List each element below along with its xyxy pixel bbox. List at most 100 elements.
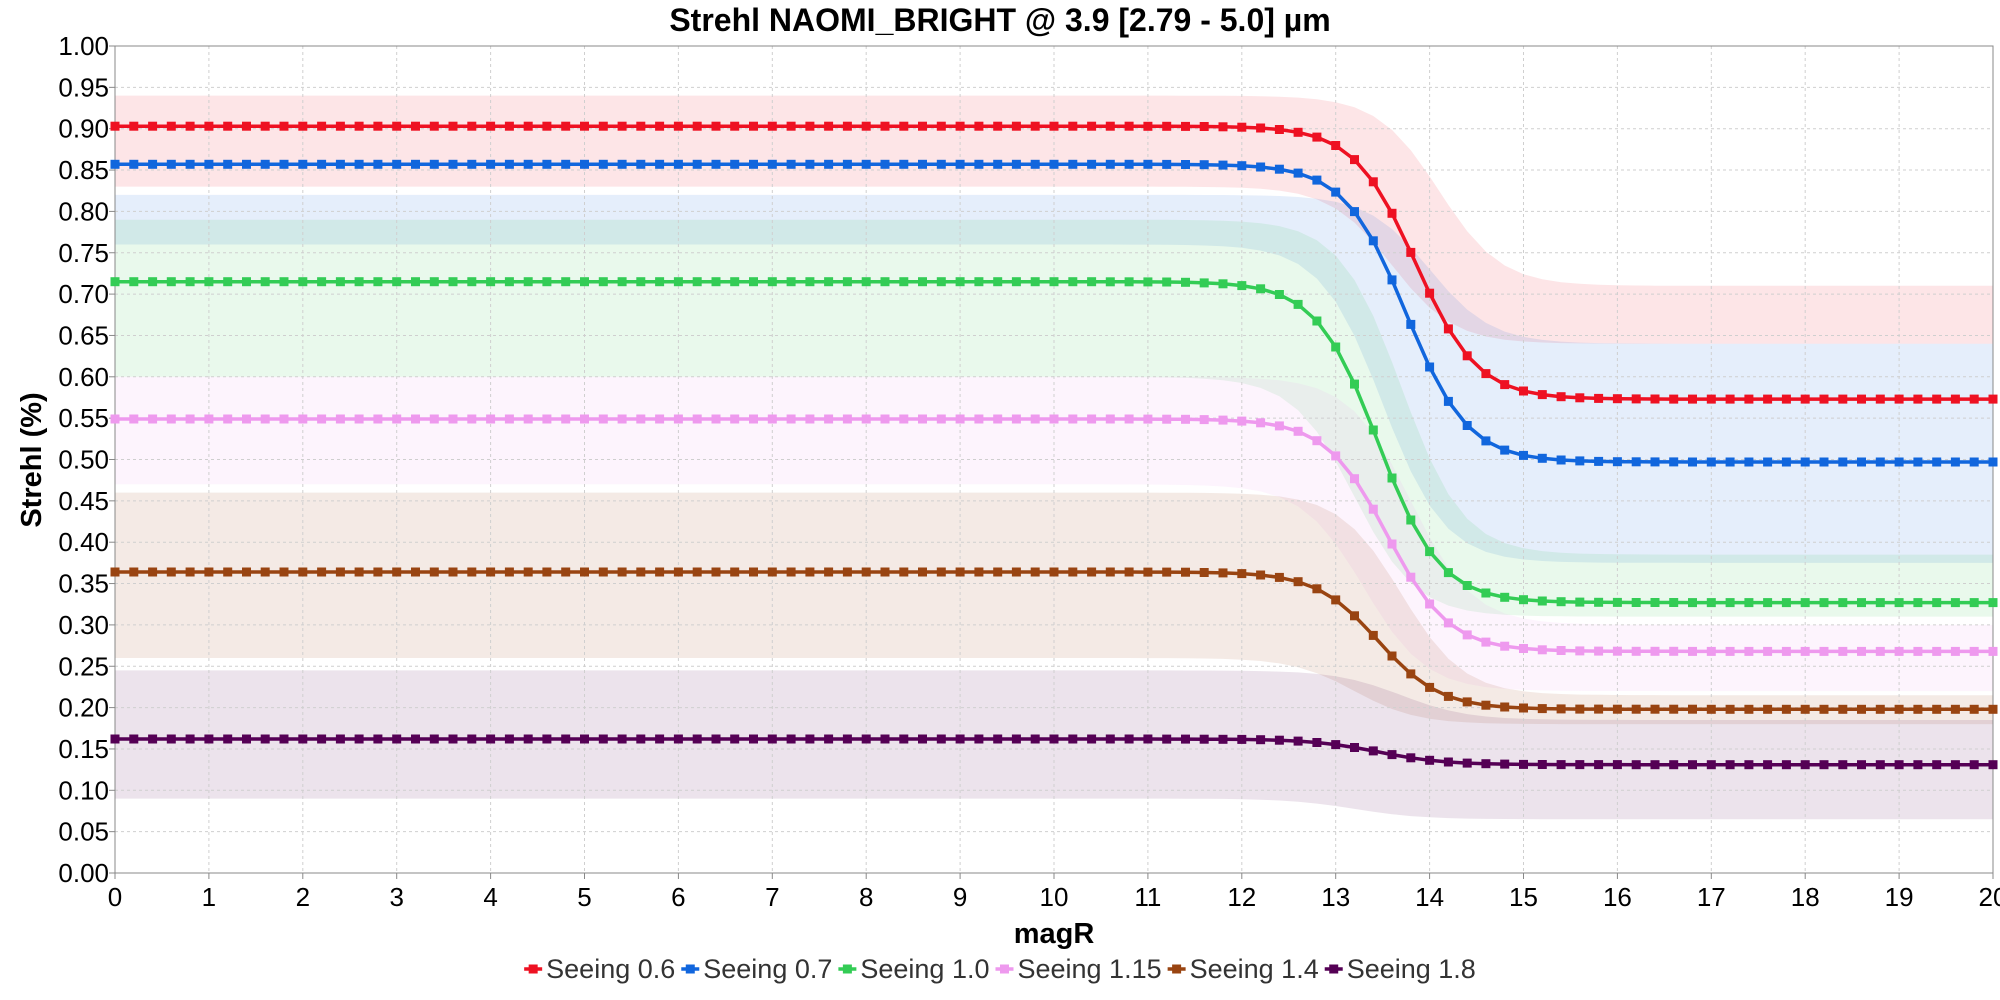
data-point: [1218, 279, 1228, 289]
data-point: [1462, 421, 1472, 430]
data-point: [1763, 646, 1773, 656]
data-point: [842, 414, 852, 424]
data-point: [824, 567, 834, 577]
data-point: [918, 734, 927, 744]
data-point: [673, 277, 683, 287]
data-point: [542, 277, 552, 287]
data-point: [1950, 704, 1960, 714]
data-point: [1105, 567, 1115, 577]
legend-item-3[interactable]: Seeing 1.15: [995, 954, 1162, 984]
data-point: [617, 567, 627, 577]
data-point: [1612, 394, 1622, 404]
data-point: [1575, 760, 1585, 770]
data-point: [129, 414, 139, 424]
data-point: [373, 159, 383, 169]
data-point: [1331, 187, 1341, 197]
data-point: [1988, 646, 1998, 656]
data-point: [993, 277, 1003, 287]
data-point: [1218, 568, 1228, 578]
data-point: [692, 159, 702, 169]
data-point: [1087, 277, 1097, 287]
data-point: [767, 277, 777, 287]
data-point: [411, 414, 420, 424]
data-point: [1181, 277, 1190, 287]
y-tick-label: 0.35: [58, 569, 109, 599]
data-point: [598, 734, 608, 744]
data-point: [1481, 369, 1491, 379]
data-point: [767, 734, 777, 744]
data-point: [824, 159, 834, 169]
data-point: [223, 414, 233, 424]
data-point: [636, 159, 646, 169]
data-point: [1293, 736, 1303, 746]
legend-item-2[interactable]: Seeing 1.0: [838, 954, 989, 984]
data-point: [1406, 247, 1416, 257]
series-0: [110, 121, 1998, 404]
data-point: [448, 414, 458, 424]
data-point: [1819, 760, 1829, 770]
data-point: [486, 159, 496, 169]
data-point: [260, 414, 270, 424]
series-5: [110, 734, 1998, 770]
data-point: [392, 567, 402, 577]
data-point: [1932, 760, 1942, 770]
data-point: [805, 121, 815, 131]
data-point: [1481, 588, 1491, 598]
data-point: [1594, 597, 1604, 607]
data-point: [974, 121, 984, 131]
data-point: [1049, 414, 1059, 424]
legend-label: Seeing 0.6: [546, 954, 675, 984]
data-point: [730, 567, 740, 577]
legend-item-0[interactable]: Seeing 0.6: [524, 954, 675, 984]
data-point: [936, 121, 946, 131]
data-point: [1819, 704, 1829, 714]
data-point: [1744, 457, 1754, 467]
data-point: [260, 277, 270, 287]
legend-item-4[interactable]: Seeing 1.4: [1167, 954, 1319, 984]
data-point: [1425, 599, 1435, 609]
data-point: [805, 734, 815, 744]
data-point: [1368, 236, 1378, 246]
data-point: [1556, 646, 1566, 655]
data-point: [1105, 159, 1115, 169]
data-point: [1218, 160, 1228, 170]
x-tick-label: 6: [671, 882, 685, 912]
data-point: [148, 734, 158, 744]
data-point: [448, 567, 458, 577]
data-point: [580, 414, 589, 424]
data-point: [1387, 750, 1397, 760]
data-point: [1725, 394, 1735, 404]
legend-item-5[interactable]: Seeing 1.8: [1324, 954, 1476, 984]
data-point: [805, 567, 815, 577]
data-point: [1575, 456, 1585, 466]
data-point: [411, 159, 420, 169]
data-point: [1011, 121, 1021, 131]
data-point: [1781, 457, 1791, 467]
data-point: [1387, 208, 1397, 218]
data-point: [918, 121, 927, 131]
legend-item-1[interactable]: Seeing 0.7: [681, 954, 832, 984]
data-point: [504, 414, 514, 424]
data-point: [354, 414, 364, 424]
data-point: [636, 414, 646, 424]
data-point: [1631, 760, 1641, 770]
data-point: [655, 277, 665, 287]
data-point: [711, 121, 721, 131]
band-1: [115, 194, 1993, 563]
data-point: [1011, 567, 1021, 577]
data-point: [1744, 760, 1754, 770]
data-point: [1237, 734, 1247, 744]
data-point: [335, 121, 345, 131]
data-point: [1913, 394, 1923, 404]
data-point: [1781, 760, 1791, 770]
data-point: [185, 159, 195, 169]
data-point: [824, 121, 834, 131]
data-point: [1143, 159, 1153, 169]
data-point: [429, 277, 439, 287]
data-point: [1293, 168, 1303, 178]
data-point: [354, 734, 364, 744]
data-point: [598, 159, 608, 169]
data-point: [1950, 457, 1960, 467]
x-tick-label: 14: [1415, 882, 1444, 912]
